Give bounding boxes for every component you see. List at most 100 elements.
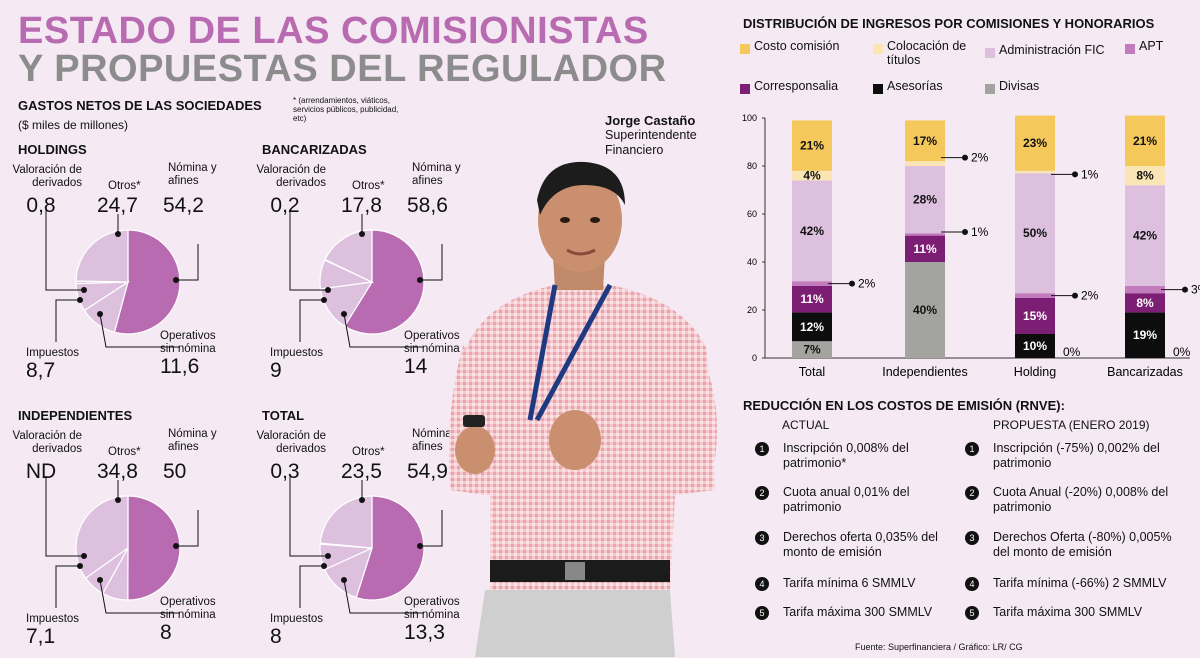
callout-label: 2%: [858, 277, 876, 291]
label-derivados: Valoración de derivados: [12, 164, 82, 189]
value-nomina: 50: [163, 460, 187, 483]
legend-label: Colocación de títulos: [887, 39, 967, 67]
pie-leader-dot: [97, 311, 103, 317]
label-derivados: Valoración de derivados: [12, 430, 82, 455]
y-tick-label: 100: [742, 113, 757, 123]
bar-data-label: 11%: [913, 242, 937, 256]
y-tick-label: 20: [747, 305, 757, 315]
source-credit: Fuente: Superfinanciera / Gráfico: LR/ C…: [855, 642, 1023, 652]
row-number: 4: [755, 577, 769, 591]
y-tick-label: 80: [747, 161, 757, 171]
pie-block-title: TOTAL: [262, 408, 305, 423]
bar-data-label: 11%: [800, 292, 824, 306]
legend-swatch: [873, 84, 883, 94]
bar-segment: [792, 286, 832, 313]
label-operativos: Operativos sin nómina: [160, 596, 216, 621]
bar-segment: [1015, 170, 1055, 174]
pie-leader-line: [299, 565, 324, 608]
reduction-actual-text: Cuota anual 0,01% del patrimonio: [783, 485, 910, 514]
bar-segment: [792, 170, 832, 181]
pie-leader-line: [420, 510, 443, 547]
reduction-title: REDUCCIÓN EN LOS COSTOS DE EMISIÓN (RNVE…: [743, 398, 1065, 413]
pie-leader-dot: [359, 497, 365, 503]
legend-swatch: [985, 48, 995, 58]
bar-data-label: 4%: [803, 169, 821, 183]
label-otros: Otros*: [352, 180, 385, 192]
label-derivados: Valoración de derivados: [256, 430, 326, 455]
value-otros: 34,8: [97, 460, 138, 483]
callout-label: 3%: [1191, 283, 1200, 297]
value-nomina: 58,6: [407, 194, 448, 217]
reduction-propuesta-text: Cuota Anual (-20%) 0,008% del patrimonio: [993, 485, 1169, 514]
bar-segment: [792, 312, 832, 342]
label-operativos: Operativos sin nómina: [404, 330, 460, 355]
row-number: 4: [965, 577, 979, 591]
bar-segment: [792, 281, 832, 286]
value-operativos: 8: [160, 621, 172, 644]
value-operativos: 14: [404, 355, 428, 378]
pie-slice: [319, 495, 373, 549]
bar-data-label: 12%: [800, 320, 824, 334]
value-nomina: 54,2: [163, 194, 204, 217]
pie-leader-line: [343, 313, 424, 348]
label-operativos: Operativos sin nómina: [404, 596, 460, 621]
reduction-propuesta-text: Tarifa máxima 300 SMMLV: [993, 605, 1143, 619]
x-category-label: Bancarizadas: [1107, 365, 1183, 379]
callout-dot: [1182, 286, 1188, 293]
pie-leader-dot: [173, 277, 179, 283]
expenses-note: * (arrendamientos, viáticos, servicios p…: [293, 96, 399, 123]
pie-leader-dot: [359, 231, 365, 237]
legend-label: Administración FIC: [999, 43, 1105, 57]
pie-block: BANCARIZADAS Valoración de derivados 0,2 Ot…: [257, 142, 502, 392]
pie-leader-line: [299, 299, 324, 342]
page-title-line1: ESTADO DE LAS COMISIONISTAS: [18, 10, 649, 52]
x-category-label: Independientes: [882, 365, 968, 379]
pie-block: HOLDINGS Valoración de derivados 0,8 Otros*…: [13, 142, 258, 392]
label-impuestos: Impuestos: [26, 347, 80, 359]
value-derivados: 0,8: [26, 194, 56, 217]
bar-data-label: 42%: [1133, 229, 1157, 243]
value-impuestos: 9: [270, 359, 282, 382]
reduction-propuesta-text: Tarifa mínima (-66%) 2 SMMLV: [993, 576, 1167, 590]
bar-data-label: 23%: [1023, 136, 1047, 150]
row-number: 3: [755, 531, 769, 545]
bar-segment: [905, 233, 945, 236]
pie-chart: [45, 476, 199, 614]
pie-leader-dot: [173, 543, 179, 549]
bar-data-label: 15%: [1023, 309, 1047, 323]
bar-chart-title: DISTRIBUCIÓN DE INGRESOS POR COMISIONES …: [743, 16, 1155, 31]
pie-leader-dot: [81, 553, 87, 559]
legend-label: Corresponsalia: [754, 79, 839, 93]
pie-leader-dot: [77, 563, 83, 569]
value-derivados: 0,3: [270, 460, 300, 483]
pie-block-title: INDEPENDIENTES: [18, 408, 133, 423]
value-otros: 17,8: [341, 194, 382, 217]
bar-data-label: 40%: [913, 303, 937, 317]
bar-segment: [905, 235, 945, 262]
pie-leader-dot: [325, 287, 331, 293]
value-derivados: ND: [25, 460, 57, 483]
callout-dot: [1072, 171, 1078, 178]
pie-chart: [289, 476, 443, 614]
pie-leader-line: [343, 579, 424, 614]
bar-segment: [792, 120, 832, 171]
callout-label: 2%: [1081, 289, 1099, 303]
label-otros: Otros*: [108, 446, 141, 458]
bar-segment: [1015, 334, 1055, 358]
pie-slice: [75, 229, 129, 283]
expenses-title: GASTOS NETOS DE LAS SOCIEDADES: [18, 98, 262, 113]
person-name: Jorge Castaño: [605, 113, 696, 128]
bar-data-label: 21%: [1133, 134, 1157, 148]
pie-leader-line: [55, 565, 80, 608]
bar-segment: [792, 341, 832, 358]
callout-dot: [849, 280, 855, 287]
value-impuestos: 7,1: [26, 625, 56, 648]
pie-chart: [45, 210, 199, 348]
bar-data-label: 28%: [913, 193, 937, 207]
expenses-unit: ($ miles de millones): [18, 118, 129, 132]
pie-leader-line: [289, 476, 328, 557]
pie-leader-line: [99, 313, 180, 348]
person-photo: [448, 161, 717, 657]
y-tick-label: 60: [747, 209, 757, 219]
legend-swatch: [1125, 44, 1135, 54]
